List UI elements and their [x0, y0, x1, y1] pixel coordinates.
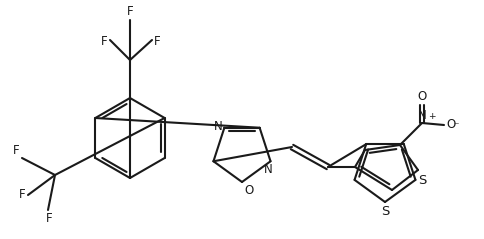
Text: O: O: [417, 90, 426, 103]
Text: F: F: [154, 34, 161, 48]
Text: ⁻: ⁻: [453, 121, 458, 131]
Text: N: N: [418, 109, 426, 122]
Text: S: S: [418, 174, 426, 187]
Text: F: F: [18, 189, 25, 201]
Text: F: F: [127, 5, 133, 18]
Text: N: N: [213, 120, 222, 133]
Text: O: O: [244, 184, 253, 197]
Text: +: +: [428, 112, 436, 120]
Text: F: F: [14, 144, 20, 157]
Text: O: O: [446, 119, 455, 131]
Text: N: N: [264, 163, 273, 176]
Text: F: F: [45, 212, 52, 225]
Text: S: S: [381, 205, 389, 218]
Text: F: F: [101, 34, 108, 48]
